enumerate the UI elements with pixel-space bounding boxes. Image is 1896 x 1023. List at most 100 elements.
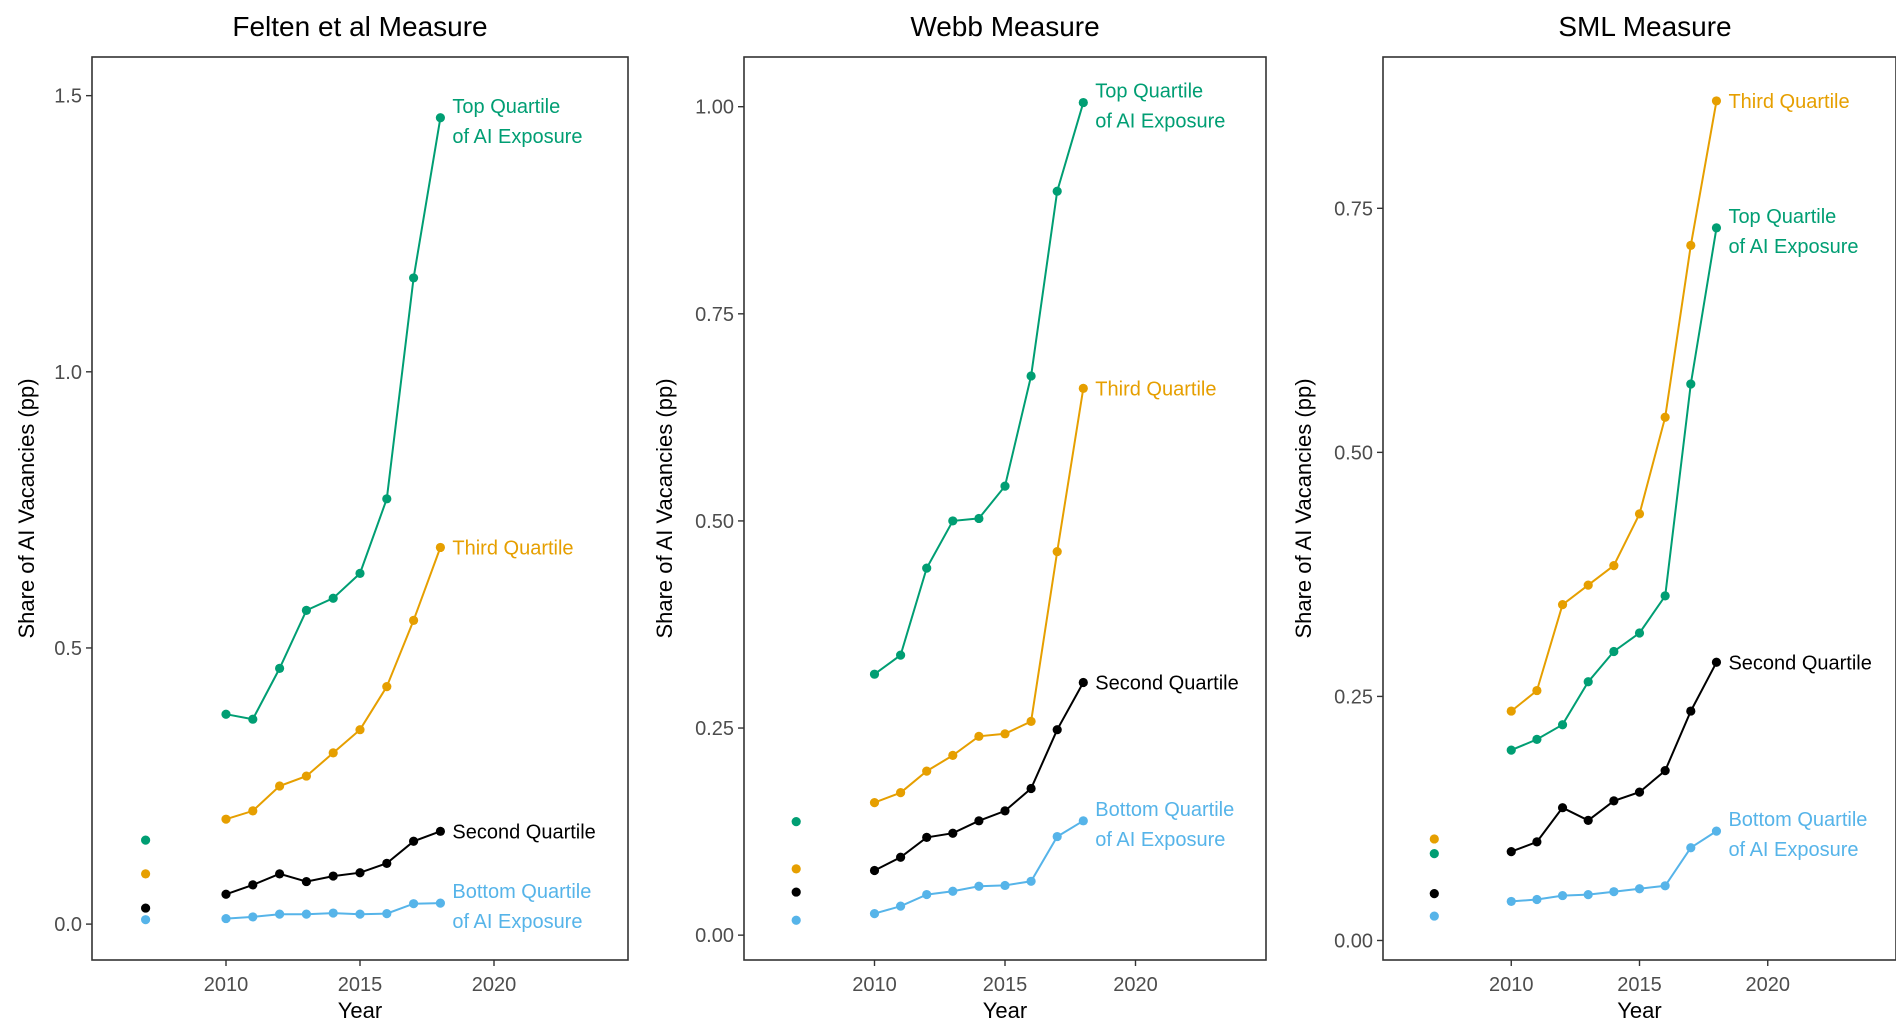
data-point — [974, 816, 984, 826]
data-point — [1026, 371, 1036, 381]
data-point — [1634, 884, 1645, 894]
panel-title: Webb Measure — [910, 11, 1099, 42]
data-point — [922, 832, 932, 842]
data-point — [1532, 685, 1542, 696]
data-point — [1634, 787, 1645, 797]
data-point — [1532, 894, 1542, 905]
data-point — [409, 273, 419, 283]
data-point — [328, 871, 338, 881]
y-tick-label: 1.00 — [695, 97, 734, 119]
data-point — [248, 806, 258, 816]
chart-panel-3: SML Measure 0.00 0.25 0.50 0.75 2010 2015 2020 Y… — [1291, 11, 1896, 1023]
data-point — [1078, 383, 1088, 393]
data-point — [1557, 600, 1568, 610]
data-point — [922, 766, 932, 776]
y-axis-label: Share of AI Vacancies (pp) — [652, 378, 677, 638]
data-point — [1711, 96, 1722, 106]
x-tick-label: 2015 — [1617, 974, 1662, 996]
y-tick-label: 1.0 — [54, 362, 82, 384]
series-label: of AI Exposure — [1095, 829, 1225, 851]
data-point — [1506, 896, 1516, 907]
data-point — [435, 113, 445, 123]
data-point — [248, 714, 258, 724]
data-point — [301, 771, 311, 781]
x-tick-label: 2010 — [852, 974, 897, 996]
data-point — [248, 912, 258, 922]
y-tick-label: 1.5 — [54, 86, 82, 108]
series-label: of AI Exposure — [1095, 111, 1225, 133]
series-label: Top Quartile — [452, 96, 560, 118]
data-point — [922, 563, 932, 573]
data-point — [869, 797, 880, 808]
data-point — [896, 901, 906, 911]
data-point — [1000, 729, 1010, 739]
data-point — [896, 788, 906, 798]
data-point — [1532, 734, 1542, 744]
data-point-2007 — [141, 903, 151, 913]
series-label: of AI Exposure — [452, 911, 582, 933]
data-point — [1609, 561, 1619, 571]
data-point-2007 — [141, 869, 151, 879]
data-point-2007 — [791, 887, 801, 897]
data-point — [221, 889, 231, 899]
data-point — [1506, 745, 1516, 755]
data-point-2007 — [1429, 889, 1439, 899]
data-point — [275, 663, 285, 673]
data-point — [1711, 657, 1722, 667]
data-point — [409, 836, 419, 846]
data-point — [1052, 725, 1062, 735]
series-top: Top Quartile of AI Exposure — [791, 81, 1225, 827]
data-point — [1557, 890, 1568, 901]
y-tick-label: 0.25 — [695, 718, 734, 740]
data-point — [1506, 706, 1516, 716]
data-point — [1506, 847, 1516, 857]
data-point — [1557, 720, 1568, 730]
data-point — [328, 908, 338, 918]
series-label: Top Quartile — [1728, 206, 1836, 228]
series-label: of AI Exposure — [1728, 839, 1858, 861]
series-label: Third Quartile — [452, 537, 573, 559]
data-point-2007 — [1429, 848, 1439, 859]
series-label: Second Quartile — [1728, 652, 1871, 674]
data-point — [301, 909, 311, 919]
data-point — [382, 682, 392, 692]
data-point — [382, 494, 392, 504]
data-point — [1660, 881, 1670, 891]
data-point — [1583, 580, 1593, 590]
data-point — [1686, 706, 1696, 716]
x-tick-label: 2020 — [472, 974, 517, 996]
series-label: Bottom Quartile — [1095, 799, 1234, 821]
data-point — [275, 909, 285, 919]
series-label: of AI Exposure — [1728, 236, 1858, 258]
data-point — [948, 886, 958, 896]
data-point — [248, 880, 258, 890]
data-point-2007 — [791, 864, 801, 874]
data-point — [1686, 240, 1696, 251]
y-tick-label: 0.0 — [54, 914, 82, 936]
data-point — [974, 881, 984, 891]
data-point — [1686, 843, 1696, 853]
data-point — [1052, 831, 1062, 842]
data-point — [1532, 837, 1542, 847]
x-tick-label: 2015 — [338, 974, 383, 996]
data-point — [1711, 223, 1722, 233]
chart-panel-1: Felten et al Measure 0.0 0.5 1.0 1.5 2010 2015… — [14, 11, 629, 1023]
data-point — [355, 725, 365, 735]
series-label: Bottom Quartile — [452, 881, 591, 903]
data-point — [1078, 97, 1088, 108]
data-point — [922, 889, 932, 900]
data-point — [301, 876, 311, 887]
data-point — [869, 669, 880, 679]
series-label: of AI Exposure — [452, 126, 582, 148]
data-point — [896, 852, 906, 862]
data-point — [221, 913, 231, 924]
data-point — [1634, 628, 1645, 638]
data-point — [435, 542, 445, 553]
data-point-2007 — [1429, 911, 1439, 921]
data-point — [409, 899, 419, 909]
series-bottom: Bottom Quartile of AI Exposure — [141, 881, 591, 933]
data-point-2007 — [791, 817, 801, 827]
y-tick-label: 0.00 — [1334, 930, 1373, 952]
data-point — [355, 868, 365, 878]
